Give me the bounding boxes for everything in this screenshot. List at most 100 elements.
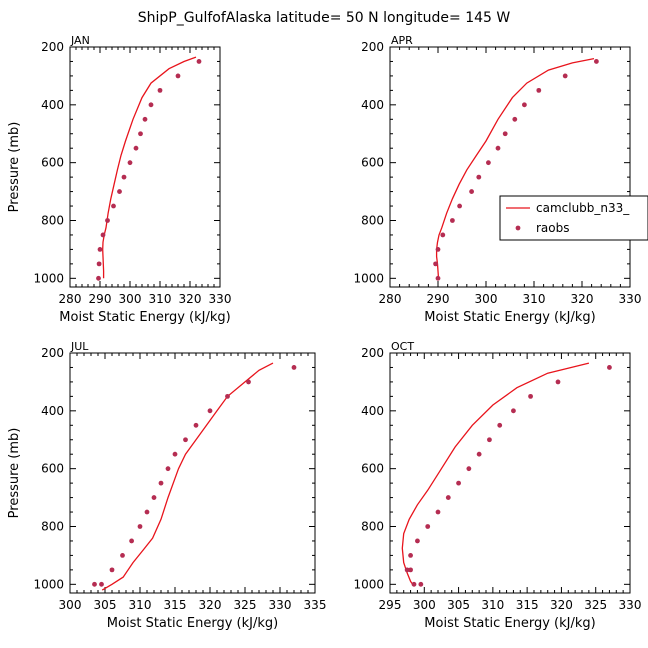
obs-marker — [435, 247, 441, 252]
obs-marker — [450, 218, 455, 223]
y-tick-label: 600 — [361, 462, 384, 476]
obs-marker — [607, 365, 612, 370]
x-tick-label: 300 — [119, 292, 142, 306]
obs-marker — [96, 275, 101, 281]
x-tick-label: 335 — [304, 598, 327, 612]
x-tick-label: 290 — [89, 292, 112, 306]
model-profile-line — [401, 362, 590, 585]
legend-model-label: camclubb_n33_ — [536, 201, 630, 215]
obs-marker — [408, 567, 413, 573]
x-tick-label: 310 — [149, 292, 172, 306]
x-tick-label: 300 — [413, 598, 436, 612]
panels: 280 290 300 310 320 330 200 400 600 800 1000 JAN Moi… — [7, 34, 648, 631]
obs-marker — [92, 581, 97, 587]
obs-marker — [433, 261, 438, 267]
x-tick-label: 310 — [523, 292, 546, 306]
x-tick-label: 325 — [584, 598, 607, 612]
obs-marker — [440, 232, 446, 238]
obs-marker — [117, 189, 122, 194]
obs-marker — [291, 365, 297, 370]
obs-marker — [120, 553, 125, 558]
x-tick-label: 315 — [164, 598, 187, 612]
x-tick-label: 290 — [427, 292, 450, 306]
y-tick-label: 200 — [41, 40, 64, 54]
obs-marker — [196, 59, 202, 64]
model-profile-line — [101, 362, 274, 591]
y-tick-label: 800 — [41, 213, 64, 227]
x-tick-label: 280 — [59, 292, 82, 306]
panel-jan: 280 290 300 310 320 330 200 400 600 800 1000 JAN Moi… — [7, 34, 231, 325]
figure-title: ShipP_GulfofAlaska latitude= 50 N longit… — [138, 10, 511, 26]
obs-marker — [158, 480, 164, 486]
obs-marker — [246, 379, 251, 385]
y-tick-label: 600 — [41, 156, 64, 170]
obs-marker — [425, 524, 431, 529]
y-tick-label: 200 — [361, 346, 384, 360]
obs-marker — [121, 174, 127, 180]
obs-marker — [528, 393, 533, 399]
legend-obs-label: raobs — [536, 221, 570, 235]
obs-marker — [594, 59, 599, 64]
obs-marker — [408, 553, 413, 558]
y-tick-label: 800 — [361, 213, 384, 227]
y-tick-label: 1000 — [353, 577, 384, 591]
x-tick-label: 330 — [619, 598, 642, 612]
obs-marker — [127, 160, 133, 166]
y-axis-label: Pressure (mb) — [7, 428, 22, 519]
plot-frame — [69, 46, 221, 288]
x-tick-label: 310 — [481, 598, 504, 612]
obs-marker — [445, 495, 451, 500]
x-tick-label: 280 — [379, 292, 402, 306]
x-tick-label: 295 — [379, 598, 402, 612]
obs-marker — [225, 393, 230, 399]
obs-marker — [476, 174, 482, 180]
obs-marker — [555, 379, 561, 385]
x-tick-label: 330 — [209, 292, 232, 306]
plot-frame — [389, 352, 631, 594]
x-tick-label: 325 — [234, 598, 257, 612]
obs-marker — [157, 87, 163, 93]
legend: camclubb_n33_raobs — [499, 195, 648, 241]
panel-jul: 300 305 310 315 320 325 330 335 200 400 600 800 1000… — [7, 340, 326, 631]
obs-marker — [97, 247, 103, 252]
panel-label: JUL — [70, 340, 89, 353]
model-profile-line — [435, 57, 595, 279]
obs-marker — [142, 116, 148, 122]
y-tick-label: 200 — [361, 40, 384, 54]
obs-marker — [502, 131, 508, 137]
model-profile-line — [102, 56, 197, 279]
x-tick-label: 305 — [94, 598, 117, 612]
obs-marker — [109, 567, 115, 573]
obs-marker — [144, 509, 150, 515]
obs-marker — [511, 408, 516, 414]
obs-marker — [172, 451, 178, 457]
y-tick-label: 200 — [41, 346, 64, 360]
obs-marker — [138, 131, 143, 137]
x-axis-label: Moist Static Energy (kJ/kg) — [424, 310, 595, 325]
plot-frame — [389, 46, 631, 288]
obs-marker — [193, 422, 199, 428]
obs-marker — [512, 116, 518, 122]
panel-label: JAN — [70, 34, 90, 47]
y-tick-label: 1000 — [33, 577, 64, 591]
obs-marker — [165, 466, 171, 472]
y-tick-label: 600 — [41, 462, 64, 476]
obs-marker — [469, 189, 474, 194]
obs-marker — [497, 422, 503, 428]
y-tick-label: 1000 — [353, 271, 384, 285]
obs-marker — [96, 261, 102, 267]
y-tick-label: 400 — [41, 404, 64, 418]
obs-marker — [404, 567, 410, 573]
obs-marker — [457, 203, 462, 209]
x-tick-label: 330 — [619, 292, 642, 306]
y-tick-label: 400 — [361, 404, 384, 418]
x-tick-label: 300 — [59, 598, 82, 612]
y-tick-label: 800 — [361, 519, 384, 533]
obs-marker — [487, 437, 492, 443]
panel-apr: 280 290 300 310 320 330 200 400 600 800 1000 APR Moi… — [353, 34, 648, 325]
x-tick-label: 305 — [447, 598, 470, 612]
obs-marker — [137, 524, 143, 529]
obs-marker — [418, 581, 424, 587]
obs-marker — [411, 581, 417, 587]
